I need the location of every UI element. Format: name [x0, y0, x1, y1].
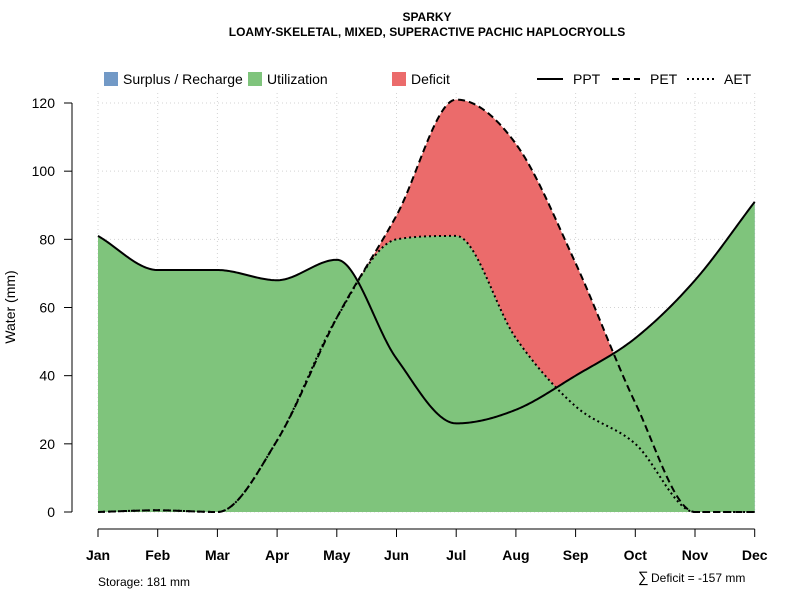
y-tick-label: 120 [32, 95, 56, 111]
y-tick-label: 0 [47, 504, 55, 520]
legend-label-ppt: PPT [573, 71, 601, 87]
legend-swatch-surplus [104, 72, 118, 86]
legend-label-aet: AET [724, 71, 752, 87]
chart-subtitle: LOAMY-SKELETAL, MIXED, SUPERACTIVE PACHI… [229, 25, 625, 39]
x-tick-label-sep: Sep [563, 547, 589, 563]
x-tick-label-jul: Jul [446, 547, 466, 563]
series-line-ppt [97, 201, 756, 425]
legend-label-surplus: Surplus / Recharge [123, 71, 243, 87]
legend-label-deficit: Deficit [411, 71, 450, 87]
legend-label-pet: PET [650, 71, 678, 87]
area-utilization-base [98, 281, 755, 512]
chart-title: SPARKY [402, 10, 451, 24]
x-tick-label-jan: Jan [86, 547, 110, 563]
legend-swatch-deficit [392, 72, 406, 86]
x-tick-label-oct: Oct [624, 547, 648, 563]
sum-icon: ∑ [638, 569, 649, 586]
axes: 0 20 40 60 80 100 120 Jan Feb Mar Apr May Jun Jul Aug S… [32, 95, 768, 563]
series-lines-layer [97, 98, 756, 513]
y-tick-label: 60 [39, 300, 55, 316]
x-tick-label-may: May [323, 547, 350, 563]
storage-text: Storage: 181 mm [98, 575, 190, 589]
x-tick-label-feb: Feb [145, 547, 170, 563]
y-tick-label: 100 [32, 163, 56, 179]
legend-swatch-utilization [248, 72, 262, 86]
legend-label-utilization: Utilization [267, 71, 328, 87]
y-axis-label: Water (mm) [2, 270, 18, 343]
x-tick-label-dec: Dec [742, 547, 768, 563]
legend: Surplus / Recharge Utilization Deficit P… [104, 71, 752, 87]
y-tick-label: 40 [39, 368, 55, 384]
deficit-text: Deficit = -157 mm [651, 571, 745, 585]
x-tick-label-nov: Nov [682, 547, 709, 563]
y-tick-label: 20 [39, 436, 55, 452]
y-tick-label: 80 [39, 231, 55, 247]
area-deficit [98, 99, 755, 512]
x-tick-label-mar: Mar [205, 547, 230, 563]
series-line-pet [97, 98, 755, 513]
x-tick-label-jun: Jun [384, 547, 409, 563]
x-tick-label-apr: Apr [265, 547, 290, 563]
x-tick-label-aug: Aug [502, 547, 529, 563]
